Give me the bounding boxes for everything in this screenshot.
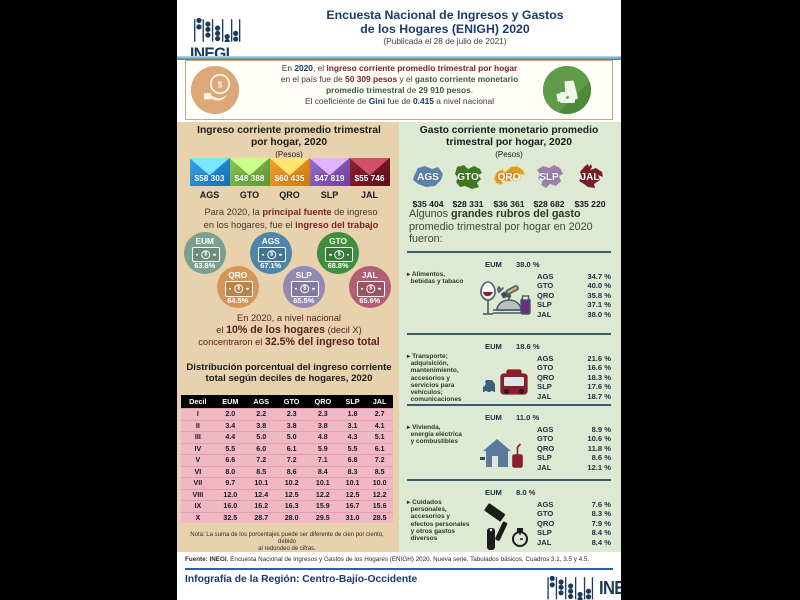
- svg-text:$: $: [218, 79, 223, 89]
